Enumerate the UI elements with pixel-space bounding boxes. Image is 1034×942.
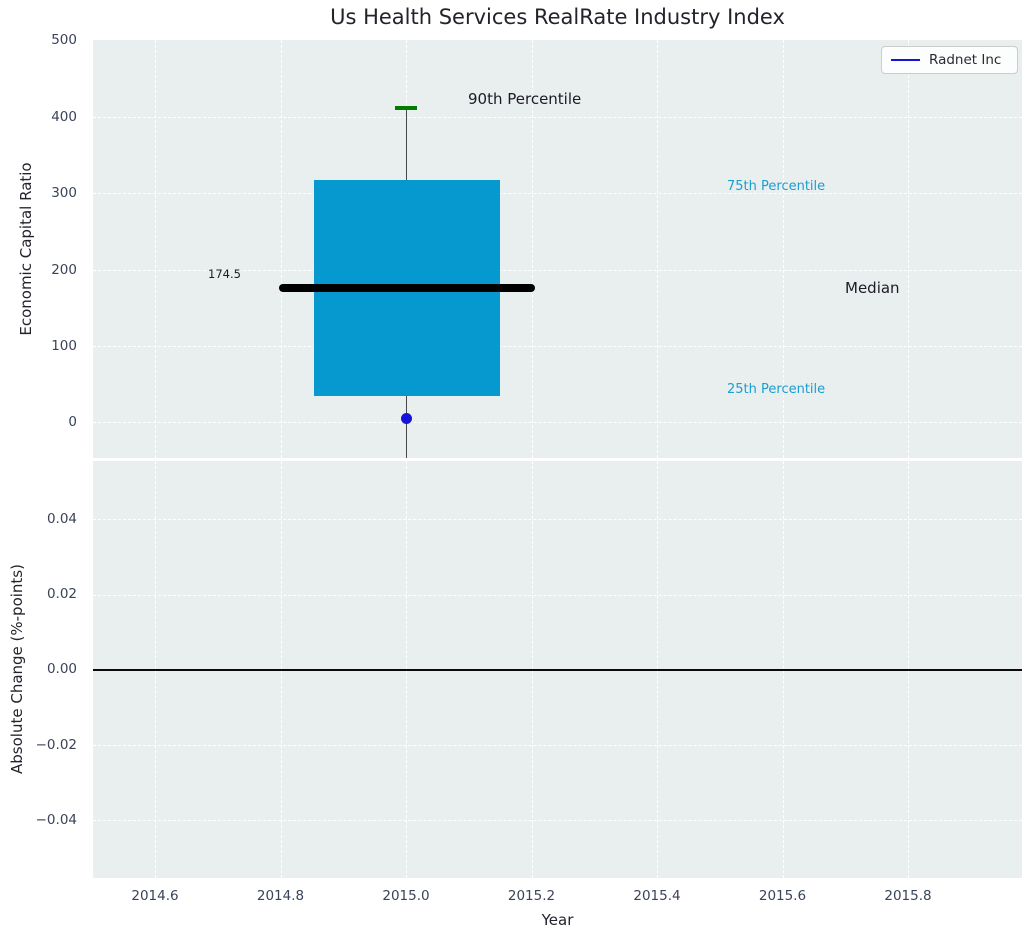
ytick-0.04: 0.04	[46, 511, 77, 527]
gridline	[93, 117, 1022, 118]
legend-label: Radnet Inc	[929, 52, 1002, 68]
gridline	[93, 270, 1022, 271]
gridline	[93, 594, 1022, 596]
radnet-data-point	[400, 413, 412, 424]
top-ylabel: Economic Capital Ratio	[17, 162, 35, 336]
annotation-median-value: 174.5	[208, 267, 241, 281]
annotation-median: Median	[845, 279, 900, 297]
gridline	[280, 40, 282, 458]
boxplot-median-line	[279, 284, 535, 292]
bottom-axes	[93, 461, 1022, 878]
xtick-2015.8: 2015.8	[884, 888, 932, 904]
zero-reference-line	[93, 668, 1022, 671]
boxplot-90th-percentile-cap	[395, 106, 417, 110]
gridline	[93, 820, 1022, 821]
gridline	[782, 40, 784, 458]
gridline	[93, 193, 1022, 194]
chart-title: Us Health Services RealRate Industry Ind…	[330, 5, 785, 29]
annotation-90th-percentile: 90th Percentile	[468, 90, 582, 108]
ytick-400: 400	[51, 109, 77, 125]
gridline	[93, 519, 1022, 520]
xtick-2014.8: 2014.8	[256, 888, 305, 904]
gridline	[93, 422, 1022, 423]
xtick-2015.2: 2015.2	[507, 888, 556, 904]
ytick-0.02: 0.02	[46, 586, 77, 602]
legend-line-icon	[891, 58, 920, 62]
xtick-2014.6: 2014.6	[131, 888, 179, 904]
ytick-neg0.04: −0.04	[35, 812, 77, 828]
ytick-200: 200	[51, 262, 77, 278]
xtick-2015.0: 2015.0	[382, 888, 430, 904]
ytick-100: 100	[51, 338, 77, 354]
top-axes: 90th Percentile 75th Percentile Median 2…	[93, 40, 1022, 458]
gridline	[93, 346, 1022, 347]
gridline	[908, 40, 909, 458]
ytick-300: 300	[51, 185, 77, 201]
gridline	[657, 40, 658, 458]
gridline	[93, 744, 1022, 746]
bottom-ylabel: Absolute Change (%-points)	[8, 564, 26, 774]
annotation-75th-percentile: 75th Percentile	[727, 179, 826, 194]
ytick-0.00: 0.00	[46, 661, 77, 677]
ytick-500: 500	[51, 32, 77, 48]
xlabel-year: Year	[541, 911, 574, 929]
legend: Radnet Inc	[881, 46, 1018, 74]
gridline	[155, 40, 156, 458]
ytick-neg0.02: −0.02	[35, 737, 77, 753]
ytick-0: 0	[68, 414, 77, 430]
xtick-2015.6: 2015.6	[758, 888, 807, 904]
annotation-25th-percentile: 25th Percentile	[727, 382, 826, 397]
gridline	[531, 40, 533, 458]
xtick-2015.4: 2015.4	[633, 888, 681, 904]
